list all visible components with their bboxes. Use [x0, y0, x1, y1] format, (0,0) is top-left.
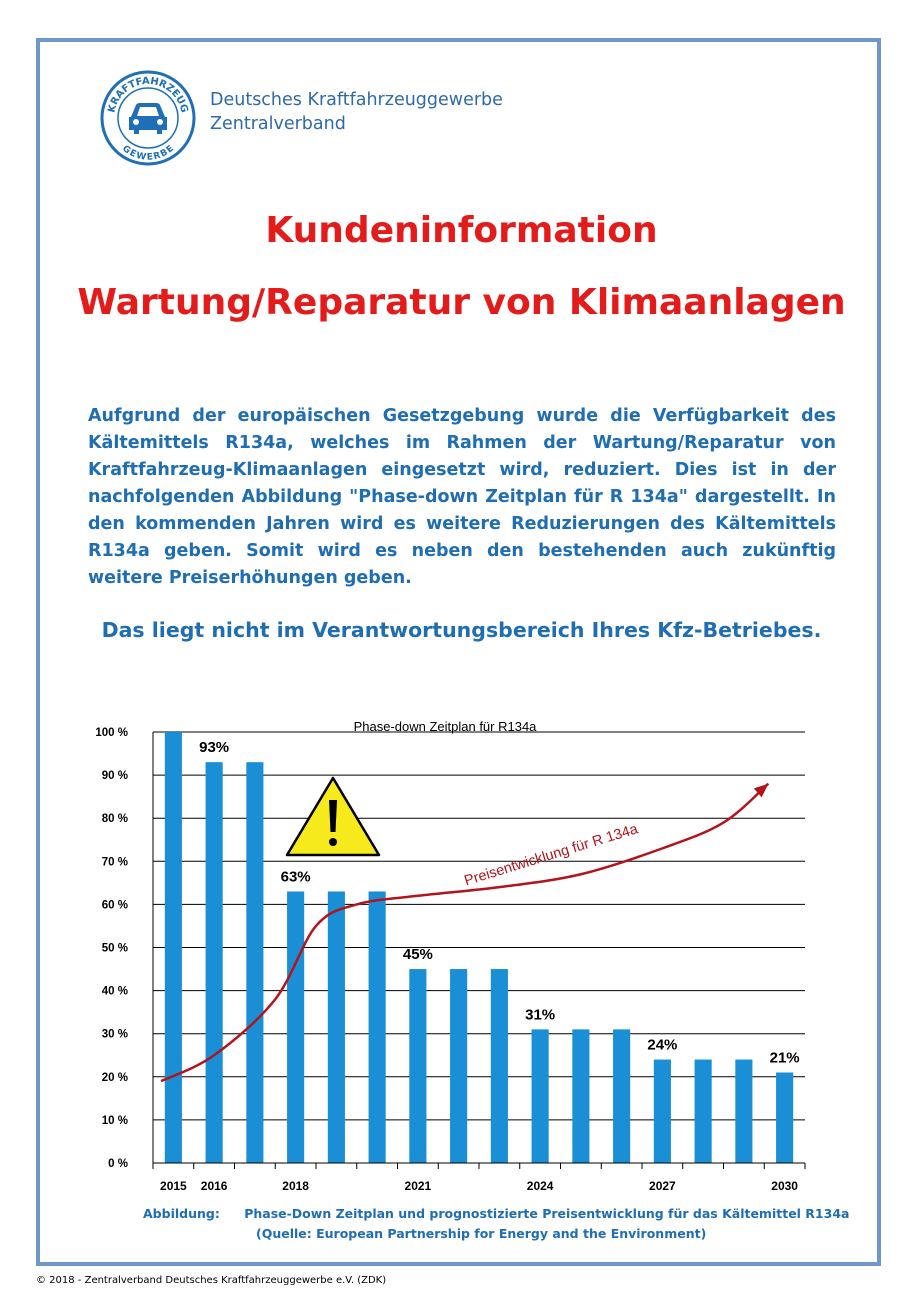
responsibility-notice: Das liegt nicht im Verantwortungsbereich… — [101, 618, 822, 642]
caption-label: Abbildung: — [143, 1206, 220, 1221]
y-tick-label: 80 % — [102, 813, 128, 825]
intro-paragraph: Aufgrund der europäischen Gesetzgebung w… — [88, 406, 836, 588]
warning-triangle-icon — [285, 776, 381, 857]
bar — [287, 891, 305, 1163]
footer-copyright: © 2018 - Zentralverband Deutsches Kraftf… — [36, 1275, 387, 1286]
y-tick-label: 20 % — [102, 1072, 128, 1084]
bar — [653, 1059, 671, 1163]
bar — [613, 1029, 631, 1163]
bar — [776, 1072, 794, 1163]
data-label: 63% — [281, 868, 311, 885]
bar — [164, 732, 182, 1163]
zdk-logo: KRAFTFAHRZEUG GEWERBE — [100, 70, 196, 166]
bar — [327, 891, 345, 1163]
caption-source: (Quelle: European Partnership for Energy… — [256, 1226, 707, 1241]
caption-text: Phase-Down Zeitplan und prognostizierte … — [244, 1206, 850, 1221]
page-title: Kundeninformation — [265, 210, 658, 251]
y-tick-label: 40 % — [102, 986, 128, 998]
x-tick-label: 2024 — [527, 1179, 554, 1193]
y-tick-label: 90 % — [102, 770, 128, 782]
chart-title: Phase-down Zeitplan für R134a — [354, 719, 538, 734]
bar — [409, 969, 427, 1163]
bar — [368, 891, 386, 1163]
bar — [572, 1029, 590, 1163]
data-label: 45% — [403, 946, 433, 963]
data-label: 21% — [770, 1049, 800, 1066]
phase-down-chart: Phase-down Zeitplan für R134a Preisentwi… — [95, 719, 806, 1193]
page-subtitle: Wartung/Reparatur von Klimaanlagen — [77, 282, 846, 323]
data-label: 24% — [647, 1037, 677, 1054]
org-line-2: Zentralverband — [210, 114, 346, 134]
bar — [205, 762, 223, 1163]
y-tick-label: 100 % — [95, 727, 128, 739]
figure-caption: Abbildung: Phase-Down Zeitplan und progn… — [143, 1206, 849, 1221]
bar — [694, 1059, 712, 1163]
y-tick-label: 30 % — [102, 1029, 128, 1041]
y-tick-label: 10 % — [102, 1115, 128, 1127]
bar — [490, 969, 508, 1163]
org-line-1: Deutsches Kraftfahrzeuggewerbe — [210, 90, 503, 110]
bar — [531, 1029, 549, 1163]
x-tick-label: 2016 — [201, 1179, 228, 1193]
car-icon — [129, 103, 167, 134]
x-tick-label: 2018 — [282, 1179, 309, 1193]
y-tick-label: 70 % — [102, 856, 128, 868]
price-trend-arrowhead — [753, 783, 769, 798]
bar — [450, 969, 468, 1163]
y-tick-label: 50 % — [102, 943, 128, 955]
bar — [246, 762, 264, 1163]
y-tick-label: 0 % — [108, 1158, 128, 1170]
data-label: 93% — [199, 739, 229, 756]
x-tick-label: 2015 — [160, 1179, 187, 1193]
y-tick-label: 60 % — [102, 899, 128, 911]
bar — [735, 1059, 753, 1163]
data-label: 31% — [525, 1006, 555, 1023]
page-frame — [36, 38, 881, 1266]
x-tick-label: 2030 — [771, 1179, 798, 1193]
x-tick-label: 2021 — [405, 1179, 432, 1193]
x-tick-label: 2027 — [649, 1179, 676, 1193]
price-trend-line — [160, 782, 770, 1083]
organization-name: Deutsches Kraftfahrzeuggewerbe Zentralve… — [210, 88, 503, 136]
